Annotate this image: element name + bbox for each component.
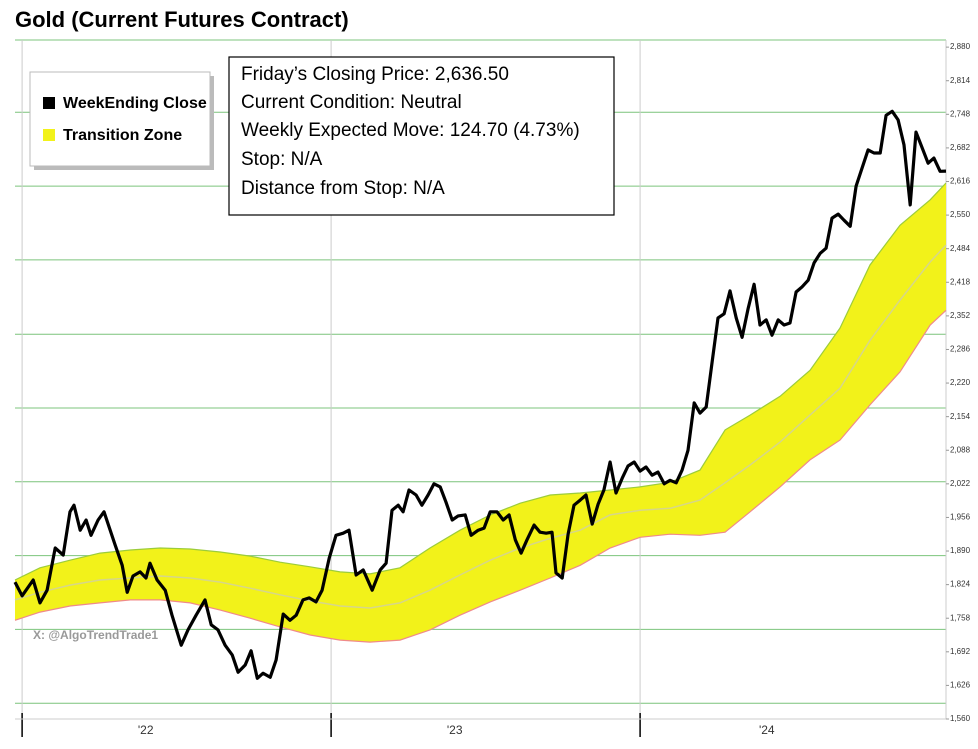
y-tick-label: 2,550 <box>950 210 971 219</box>
watermark: X: @AlgoTrendTrade1 <box>33 628 158 642</box>
info-line: Current Condition: Neutral <box>241 92 462 113</box>
y-tick-label: 2,154 <box>950 412 971 421</box>
y-tick-label: 1,890 <box>950 546 971 555</box>
legend-swatch <box>43 129 55 141</box>
x-tick-label: '24 <box>759 723 775 737</box>
y-tick-label: 1,758 <box>950 613 971 622</box>
y-tick-label: 2,814 <box>950 76 971 85</box>
info-line: Distance from Stop: N/A <box>241 178 445 199</box>
info-line: Stop: N/A <box>241 149 323 170</box>
y-tick-label: 2,022 <box>950 479 971 488</box>
legend-swatch <box>43 97 55 109</box>
legend-box <box>29 71 211 167</box>
y-tick-label: 2,220 <box>950 378 971 387</box>
legend-label: Transition Zone <box>63 127 182 144</box>
info-line: Weekly Expected Move: 124.70 (4.73%) <box>241 120 580 141</box>
chart-title: Gold (Current Futures Contract) <box>15 7 349 32</box>
zone-middle <box>14 244 947 609</box>
info-box-frame <box>228 56 615 216</box>
y-tick-label: 2,748 <box>950 109 971 118</box>
y-tick-label: 2,682 <box>950 143 971 152</box>
y-tick-label: 1,560 <box>950 714 971 723</box>
zone-area <box>15 183 946 643</box>
y-tick-label: 2,484 <box>950 244 971 253</box>
info-line: Friday’s Closing Price: 2,636.50 <box>241 64 509 85</box>
y-tick-label: 2,286 <box>950 345 971 354</box>
x-tick-label: '22 <box>138 723 154 737</box>
plot-area: '22 '23 '24 1,560 1,626 1,692 1,758 1,824 1,890 1… <box>13 39 971 737</box>
legend-label: WeekEnding Close <box>63 95 207 112</box>
y-tick-label: 1,692 <box>950 647 971 656</box>
y-tick-label: 2,880 <box>950 42 971 51</box>
legend: WeekEnding Close Transition Zone <box>29 71 214 170</box>
y-tick-label: 2,418 <box>950 277 971 286</box>
y-tick-label: 2,616 <box>950 177 971 186</box>
zone-lower <box>14 309 947 643</box>
info-box: Friday’s Closing Price: 2,636.50 Current… <box>228 56 615 216</box>
x-tick-label: '23 <box>447 723 463 737</box>
y-tick-label: 1,824 <box>950 580 971 589</box>
close-line <box>13 109 947 680</box>
y-tick-label: 1,626 <box>950 681 971 690</box>
y-tick-label: 2,088 <box>950 445 971 454</box>
y-tick-label: 1,956 <box>950 513 971 522</box>
y-tick-label: 2,352 <box>950 311 971 320</box>
